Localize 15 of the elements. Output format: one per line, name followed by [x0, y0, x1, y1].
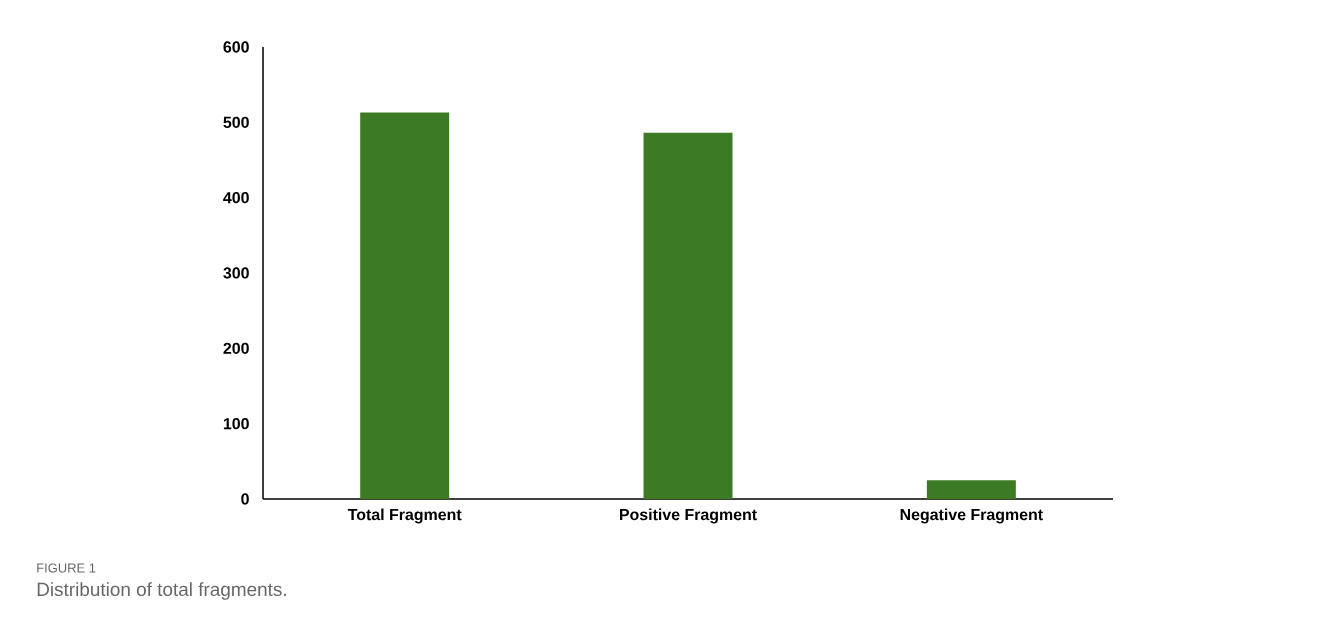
y-tick-label: 400 [223, 192, 249, 204]
y-tick-label: 600 [223, 41, 249, 53]
y-tick-label: 0 [241, 493, 249, 505]
x-tick-label: Positive Fragment [619, 508, 757, 524]
bar [926, 480, 1016, 499]
text: Distribution of total fragments. [37, 582, 286, 600]
x-tick-label: Total Fragment [347, 508, 462, 524]
y-tick-label: 100 [223, 418, 249, 430]
y-tick-label: 200 [223, 342, 249, 354]
y-tick-label: 300 [223, 267, 249, 279]
bar [643, 132, 733, 499]
caption: FIGURE 1 [37, 563, 96, 573]
y-tick-label: 500 [223, 116, 249, 128]
bar [360, 112, 450, 499]
x-tick-label: Negative Fragment [900, 508, 1043, 524]
